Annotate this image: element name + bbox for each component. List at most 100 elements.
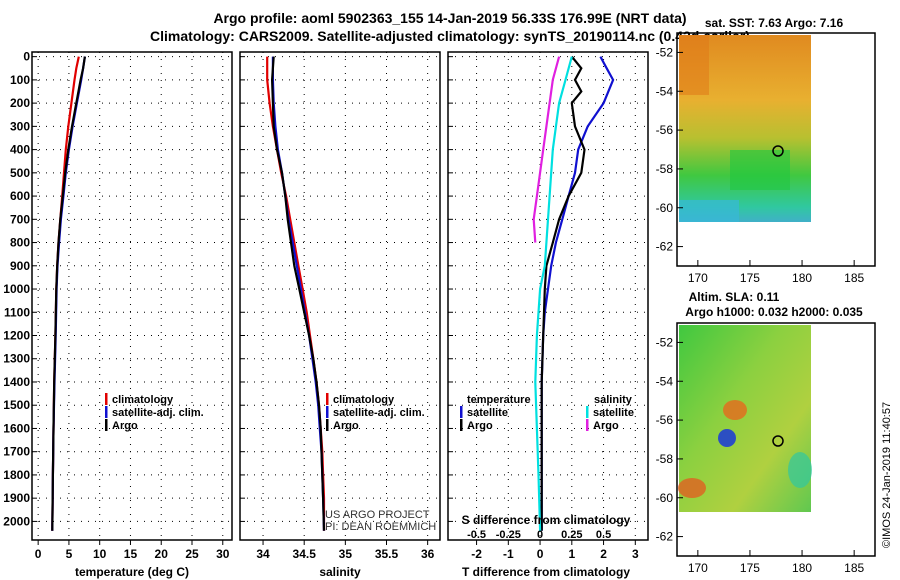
s-tick-label: 0 xyxy=(537,529,543,541)
legend-swatch-t-satellite xyxy=(460,406,463,418)
series-line-temperature-satellite xyxy=(540,56,615,531)
lon-tick-label: 185 xyxy=(844,561,864,575)
lon-tick-label: 170 xyxy=(688,561,708,575)
lon-tick-label: 180 xyxy=(792,271,812,285)
difference-legend: temperature satellite Argo salinity sate… xyxy=(460,394,634,432)
lat-tick-label: -58 xyxy=(656,162,674,176)
legend-swatch-argo xyxy=(105,419,108,431)
salinity-xlabel: salinity xyxy=(319,565,361,579)
depth-tick-label: 800 xyxy=(10,236,30,250)
sla-map-frame xyxy=(676,322,876,557)
x-tick-label: 0 xyxy=(537,547,544,561)
depth-tick-label: 600 xyxy=(10,189,30,203)
lat-tick-label: -56 xyxy=(656,123,674,137)
lat-tick-label: -54 xyxy=(656,84,674,98)
depth-axis: 0 100 200 300 400 500 600 700 800 900 1000 1100 1200… xyxy=(3,50,30,529)
s-tick-label: -0.5 xyxy=(467,529,486,541)
lat-tick-label: -52 xyxy=(656,45,674,59)
lon-tick-label: 175 xyxy=(740,271,760,285)
temperature-frame xyxy=(31,51,233,541)
depth-tick-label: 1400 xyxy=(3,375,30,389)
difference-panel: -2 -1 0 1 2 3 T difference from climatology S… xyxy=(447,51,649,579)
sst-map-title: sat. SST: 7.63 Argo: 7.16 xyxy=(705,16,844,30)
sla-map-title-2: Argo h1000: 0.032 h2000: 0.035 xyxy=(685,305,863,319)
depth-tick-label: 1100 xyxy=(4,305,30,319)
x-tick-label: 15 xyxy=(124,547,138,561)
lon-tick-label: 170 xyxy=(688,271,708,285)
depth-tick-label: 1200 xyxy=(3,329,30,343)
sla-argo-marker xyxy=(772,435,784,447)
lat-tick-label: -60 xyxy=(656,491,674,505)
temperature-panel: 0 5 10 15 20 25 30 temperature (deg C) climato… xyxy=(31,51,233,579)
sst-map: sat. SST: 7.63 Argo: 7.16 -52 -54 -56 -58 -6… xyxy=(656,16,876,285)
depth-tick-label: 300 xyxy=(10,119,30,133)
difference-frame xyxy=(447,51,649,541)
x-tick-label: 34.5 xyxy=(293,547,317,561)
depth-tick-label: 1600 xyxy=(3,421,30,435)
x-tick-label: -2 xyxy=(471,547,482,561)
legend-swatch-argo xyxy=(326,419,329,431)
legend-label-satellite: satellite-adj. clim. xyxy=(112,407,204,419)
legend-swatch-s-satellite xyxy=(586,406,589,418)
depth-tick-label: 100 xyxy=(10,73,30,87)
series-line-argo xyxy=(51,56,86,531)
legend-label-t-satellite: satellite xyxy=(467,407,508,419)
depth-tick-label: 1500 xyxy=(3,398,30,412)
watermark-line-1: US ARGO PROJECT xyxy=(325,509,430,521)
sst-cold-patch xyxy=(679,200,739,222)
legend-swatch-s-argo xyxy=(586,419,589,431)
x-tick-label: 35.5 xyxy=(375,547,399,561)
depth-tick-label: 400 xyxy=(10,143,30,157)
footer-timestamp: ©IMOS 24-Jan-2019 11:40:57 xyxy=(881,402,893,548)
x-tick-label: 0 xyxy=(35,547,42,561)
lat-tick-label: -58 xyxy=(656,452,674,466)
depth-tick-label: 2000 xyxy=(3,514,30,528)
x-tick-label: 1 xyxy=(568,547,575,561)
sla-mid-anomaly xyxy=(788,452,812,488)
lat-tick-label: -54 xyxy=(656,374,674,388)
sla-map: Altim. SLA: 0.11 Argo h1000: 0.032 h2000… xyxy=(656,290,876,575)
x-tick-label: 35 xyxy=(339,547,353,561)
legend-swatch-satellite xyxy=(105,406,108,418)
sla-low-anomaly xyxy=(718,429,736,447)
sst-argo-marker xyxy=(772,145,784,157)
salinity-panel: 34 34.5 35 35.5 36 salinity climatology sate… xyxy=(239,51,441,579)
sla-map-title-1: Altim. SLA: 0.11 xyxy=(689,290,780,304)
lon-tick-label: 180 xyxy=(792,561,812,575)
depth-tick-label: 1700 xyxy=(3,445,30,459)
title-line-2: Climatology: CARS2009. Satellite-adjuste… xyxy=(150,28,750,44)
sla-high-anomaly-south xyxy=(678,478,706,498)
x-tick-label: 10 xyxy=(93,547,107,561)
salinity-tick-labels: -0.5 -0.25 0 0.25 0.5 xyxy=(467,529,611,541)
s-tick-label: -0.25 xyxy=(496,529,521,541)
series-line-salinity-argo xyxy=(532,56,561,243)
lon-tick-label: 175 xyxy=(740,561,760,575)
watermark-line-2: PI: DEAN ROEMMICH xyxy=(325,521,436,533)
x-tick-label: 36 xyxy=(421,547,435,561)
sst-warm-patch xyxy=(679,35,709,95)
s-tick-label: 0.25 xyxy=(561,529,582,541)
legend-swatch-climatology xyxy=(326,393,329,405)
temperature-xlabel: temperature (deg C) xyxy=(75,565,189,579)
sst-map-frame xyxy=(676,32,876,267)
lat-tick-label: -62 xyxy=(656,530,674,544)
depth-tick-label: 500 xyxy=(10,166,30,180)
x-tick-label: 25 xyxy=(185,547,199,561)
depth-tick-label: 900 xyxy=(10,259,30,273)
difference-xlabel-salinity: S difference from climatology xyxy=(462,513,631,527)
x-tick-label: 30 xyxy=(216,547,230,561)
title-line-1: Argo profile: aoml 5902363_155 14-Jan-20… xyxy=(213,10,687,26)
legend-label-t-argo: Argo xyxy=(467,420,493,432)
difference-xlabel: T difference from climatology xyxy=(462,565,630,579)
legend-label-s-argo: Argo xyxy=(593,420,619,432)
legend-label-climatology: climatology xyxy=(112,394,174,406)
legend-title-temperature: temperature xyxy=(467,394,531,406)
lat-tick-label: -52 xyxy=(656,335,674,349)
salinity-frame xyxy=(239,51,441,541)
legend-title-salinity: salinity xyxy=(594,394,633,406)
x-tick-label: 3 xyxy=(632,547,639,561)
x-tick-label: 34 xyxy=(256,547,270,561)
legend-label-s-satellite: satellite xyxy=(593,407,634,419)
x-tick-label: 20 xyxy=(155,547,169,561)
depth-tick-label: 0 xyxy=(23,50,30,64)
